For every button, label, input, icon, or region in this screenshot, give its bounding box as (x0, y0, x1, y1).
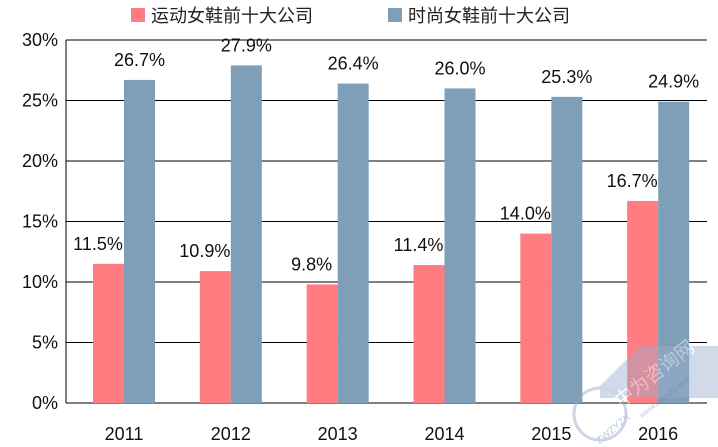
y-tick-label: 30% (22, 30, 58, 50)
gridlines (65, 39, 707, 404)
bar-fashion (230, 65, 262, 403)
bar-fashion (658, 101, 690, 404)
x-category-label: 2016 (638, 424, 678, 444)
data-label-sports: 11.5% (73, 234, 123, 254)
x-category-label: 2011 (105, 424, 144, 444)
bar-sports (627, 200, 659, 403)
y-tick-label: 0% (32, 393, 58, 413)
x-category-label: 2015 (531, 424, 571, 444)
legend-label-fashion: 时尚女鞋前十大公司 (408, 6, 570, 27)
watermark-badge (572, 386, 628, 442)
bar-sports (199, 271, 231, 403)
y-tick-label: 25% (22, 91, 58, 111)
watermark-badge-text: ZWZYZX (594, 412, 633, 447)
bar-fashion (337, 83, 369, 403)
legend-swatch-fashion (388, 8, 402, 22)
legend-swatch-sports (131, 8, 145, 22)
legend-label-sports: 运动女鞋前十大公司 (151, 6, 313, 27)
data-label-fashion: 26.4% (328, 54, 379, 74)
data-label-fashion: 26.0% (434, 58, 485, 78)
y-tick-label: 20% (22, 151, 58, 171)
data-labels: 11.5% 26.7% 10.9% 27.9% 9.8% 26.4% 11.4% 26.0% 1… (73, 35, 699, 274)
y-axis-ticks: 0% 5% 10% 15% 20% 25% 30% (22, 30, 58, 413)
bar-fashion (124, 79, 155, 404)
y-tick-label: 10% (22, 272, 58, 292)
data-label-sports: 10.9% (179, 241, 230, 261)
data-label-sports: 11.4% (394, 235, 444, 255)
bar-fashion (551, 96, 583, 404)
data-label-fashion: 24.9% (648, 72, 699, 92)
y-tick-label: 15% (22, 212, 58, 232)
data-label-fashion: 27.9% (221, 35, 272, 55)
legend: 运动女鞋前十大公司 时尚女鞋前十大公司 (131, 6, 570, 27)
data-label-fashion: 25.3% (541, 67, 592, 87)
data-label-fashion: 26.7% (114, 50, 165, 70)
bar-sports (306, 284, 338, 403)
bar-sports (413, 265, 445, 403)
x-category-label: 2013 (318, 424, 358, 444)
x-category-label: 2012 (211, 424, 251, 444)
data-label-sports: 16.7% (607, 171, 658, 191)
bar-sports (520, 233, 552, 403)
x-axis-categories: 2011 2012 2013 2014 2015 2016 (105, 424, 679, 444)
data-label-sports: 14.0% (500, 204, 551, 224)
x-category-label: 2014 (424, 424, 464, 444)
bar-fashion (444, 88, 476, 404)
bars (93, 65, 690, 404)
bar-sports (93, 263, 124, 403)
data-label-sports: 9.8% (291, 254, 332, 274)
y-tick-label: 5% (32, 333, 58, 353)
